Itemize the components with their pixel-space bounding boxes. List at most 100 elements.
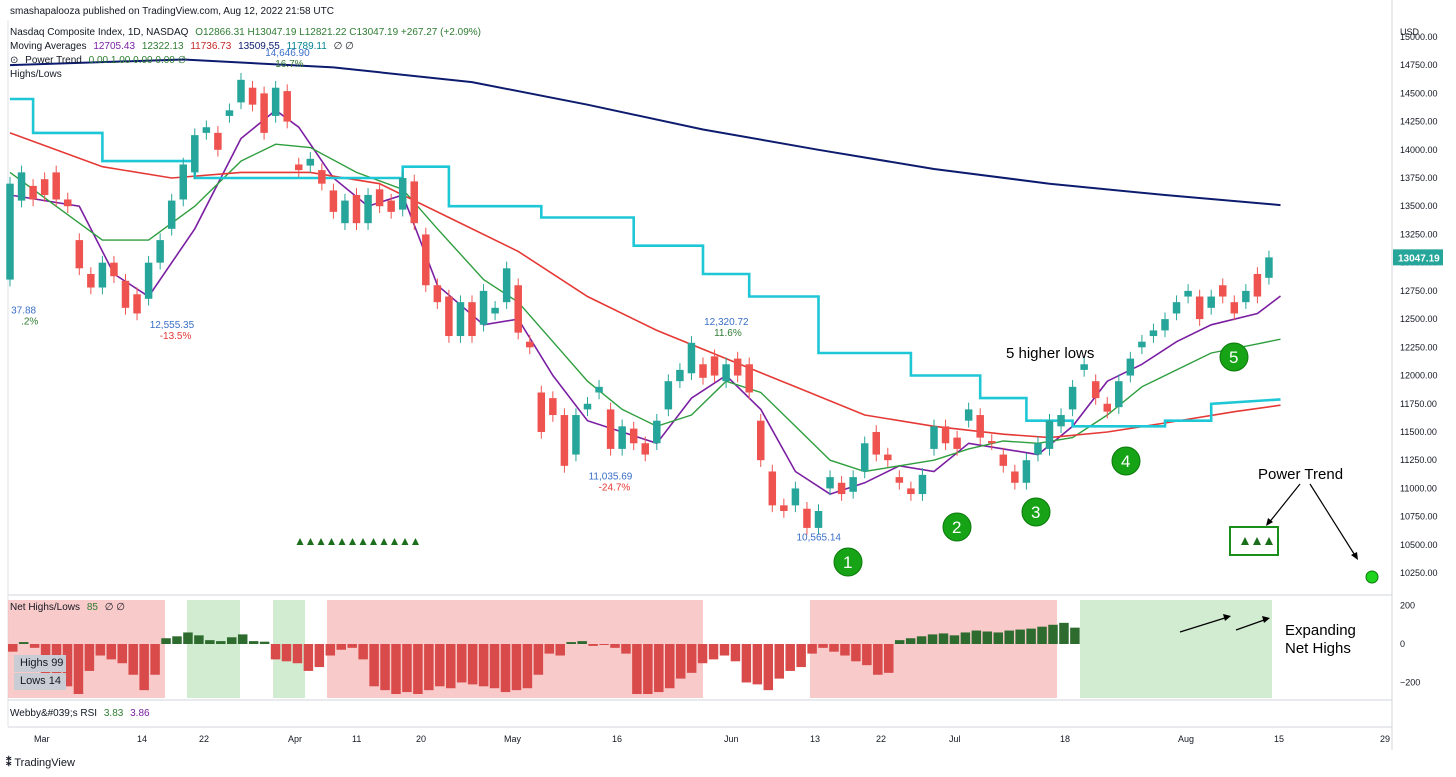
- net-bar: [227, 637, 237, 644]
- candle-body: [699, 364, 707, 378]
- candle-body: [306, 158, 315, 166]
- net-bar: [292, 644, 303, 664]
- price-label: 14,646.90: [265, 48, 310, 59]
- candle-body: [884, 454, 892, 461]
- net-bar: [347, 644, 357, 648]
- pct-label: -24.7%: [599, 482, 631, 493]
- ma200-value: 11789.11: [286, 41, 327, 52]
- x-tick-label: Aug: [1178, 734, 1194, 744]
- y-tick-label: 14500.00: [1400, 88, 1438, 98]
- note-expanding: Expanding Net Highs: [1285, 622, 1356, 657]
- net-region: [1080, 600, 1272, 698]
- net-bar: [665, 644, 675, 689]
- net-bar: [172, 636, 182, 644]
- net-bar: [1037, 626, 1047, 644]
- net-bar: [369, 644, 379, 687]
- net-bar: [884, 644, 894, 673]
- net-bar: [8, 644, 18, 652]
- y-tick-label: 13500.00: [1400, 201, 1438, 211]
- candle-body: [837, 482, 846, 495]
- net-bar: [730, 644, 741, 662]
- candle-body: [1068, 386, 1077, 410]
- y-tick-label: 12500.00: [1400, 314, 1438, 324]
- candle-body: [64, 199, 72, 207]
- candle-body: [75, 240, 84, 269]
- x-tick-label: Jul: [949, 734, 961, 744]
- price-label: 37.88: [11, 305, 36, 316]
- power-trend-triangle: [328, 538, 335, 545]
- net-bar: [708, 644, 719, 660]
- power-trend-triangle: [401, 538, 409, 545]
- net-bar: [566, 642, 576, 644]
- legend-symbol-row: Nasdaq Composite Index, 1D, NASDAQ O1286…: [10, 27, 485, 38]
- candle-body: [687, 342, 696, 374]
- candle-body: [803, 508, 811, 528]
- legend-ma-label: Moving Averages: [10, 41, 87, 52]
- pct-label: .2%: [21, 316, 38, 327]
- net-bar: [752, 644, 763, 685]
- candle-body: [918, 474, 927, 495]
- candle-body: [318, 170, 326, 184]
- x-tick-label: 18: [1060, 734, 1070, 744]
- rsi-v1: 3.83: [103, 708, 124, 719]
- eye-icon[interactable]: ⊙: [10, 55, 19, 66]
- net-bar: [905, 638, 916, 644]
- power-trend-triangle: [380, 538, 388, 545]
- net-bar: [533, 644, 544, 675]
- x-tick-label: 22: [876, 734, 886, 744]
- power-trend-box-triangle: [1253, 537, 1261, 545]
- net-bar: [446, 644, 456, 689]
- net-bar: [840, 644, 850, 656]
- candle-body: [341, 200, 349, 224]
- net-bar: [927, 634, 938, 644]
- marker-circle: [833, 547, 863, 577]
- legend-symbol: Nasdaq Composite Index, 1D, NASDAQ: [10, 27, 189, 38]
- net-bar: [654, 644, 664, 693]
- net-bar: [194, 635, 204, 644]
- candle-body: [953, 437, 961, 449]
- footer-brand[interactable]: ⁑ TradingView: [6, 757, 75, 769]
- publisher-line: smashapalooza published on TradingView.c…: [10, 6, 334, 17]
- x-tick-label: May: [504, 734, 522, 744]
- net-bar: [314, 644, 325, 668]
- pct-label: -13.5%: [160, 331, 192, 342]
- power-trend-box: [1229, 526, 1279, 556]
- candle-body: [988, 441, 996, 444]
- net-bar: [237, 634, 248, 644]
- candle-body: [468, 302, 476, 337]
- candle-body: [895, 477, 904, 483]
- candle-body: [849, 477, 857, 492]
- net-bar: [949, 635, 960, 644]
- net-bar: [741, 644, 752, 683]
- candle-body: [1138, 341, 1146, 348]
- candle-body: [98, 262, 107, 288]
- candle-body: [710, 356, 719, 376]
- legend-net-row: Net Highs/Lows 85 ∅ ∅: [10, 602, 129, 613]
- net-bar: [270, 644, 281, 660]
- candle-body: [375, 189, 384, 207]
- candle-body: [1219, 285, 1227, 297]
- candle-body: [907, 488, 915, 495]
- candle-body: [121, 280, 130, 308]
- candle-body: [814, 510, 823, 528]
- candle-body: [1126, 358, 1135, 376]
- expand-arrow-head: [1262, 616, 1270, 623]
- candle-body: [179, 164, 187, 200]
- y-tick-label: 12750.00: [1400, 286, 1438, 296]
- candle-body: [398, 178, 407, 210]
- y-tick-label: 11000.00: [1400, 483, 1437, 493]
- net-bar: [413, 644, 423, 694]
- y-tick-label: 10500.00: [1400, 540, 1438, 550]
- net-bar: [697, 644, 708, 664]
- x-tick-label: 16: [612, 734, 622, 744]
- net-bar: [1026, 628, 1036, 644]
- legend-rsi-row: Webby&#039;s RSI 3.83 3.86: [10, 708, 154, 719]
- candle-body: [572, 415, 580, 455]
- y-tick-label: 11750.00: [1400, 399, 1437, 409]
- power-trend-triangle: [338, 538, 346, 545]
- net-bar: [1015, 629, 1025, 644]
- candle-body: [202, 127, 211, 133]
- marker-number: 2: [952, 518, 961, 537]
- net-bar: [938, 633, 949, 644]
- net-bar: [807, 644, 817, 654]
